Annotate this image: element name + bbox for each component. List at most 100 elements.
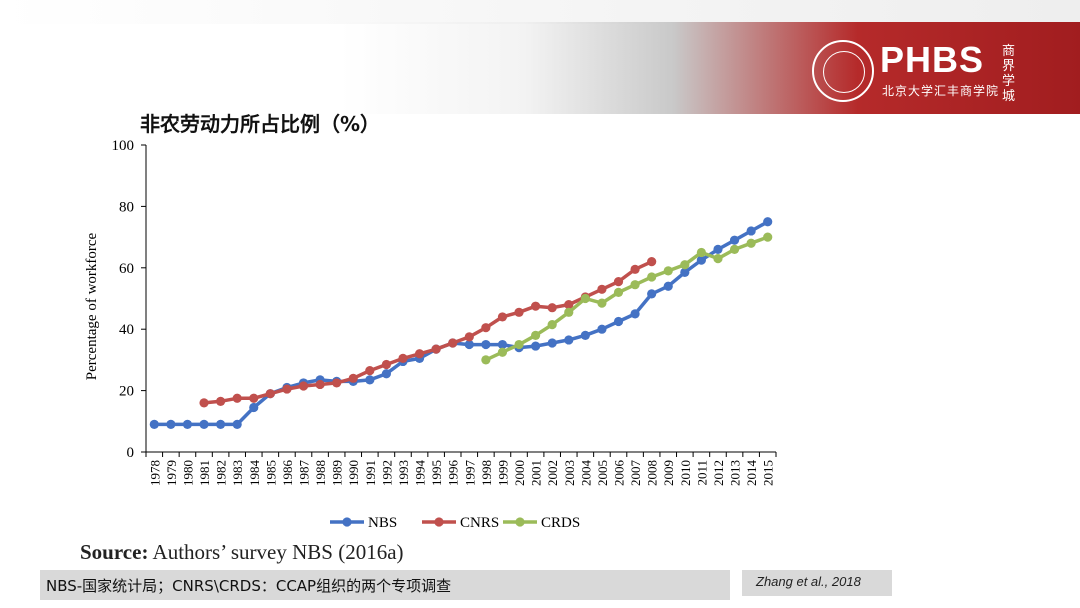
data-point-crds	[746, 238, 756, 248]
data-point-cnrs	[597, 284, 607, 294]
data-point-crds	[663, 266, 673, 276]
x-tick-label: 1996	[446, 460, 461, 487]
data-point-nbs	[216, 419, 226, 429]
data-point-cnrs	[232, 393, 242, 403]
x-tick-label: 2010	[678, 460, 693, 486]
x-tick-label: 1985	[263, 460, 278, 486]
data-point-nbs	[597, 324, 607, 334]
university-seal-icon	[812, 40, 874, 102]
data-point-nbs	[746, 226, 756, 236]
x-tick-label: 1989	[330, 460, 345, 486]
x-tick-label: 2013	[728, 460, 743, 486]
legend-marker-nbs	[342, 517, 352, 527]
data-point-nbs	[613, 316, 624, 327]
data-point-nbs	[680, 267, 690, 278]
data-point-cnrs	[414, 349, 425, 359]
x-tick-label: 1992	[379, 460, 394, 486]
data-point-cnrs	[265, 389, 275, 399]
x-tick-label: 1997	[462, 460, 477, 487]
y-axis-label: Percentage of workforce	[84, 232, 100, 380]
chart-title: 非农劳动力所占比例（%）	[140, 112, 381, 136]
data-point-crds	[514, 339, 524, 350]
data-point-cnrs	[531, 301, 541, 311]
data-point-nbs	[249, 402, 259, 413]
data-point-cnrs	[315, 379, 325, 390]
data-point-crds	[630, 280, 640, 290]
data-point-cnrs	[464, 332, 474, 342]
legend-label-crds: CRDS	[541, 515, 580, 531]
data-point-nbs	[729, 235, 740, 245]
series-line-cnrs	[203, 260, 653, 405]
data-point-nbs	[696, 255, 706, 265]
data-point-nbs	[232, 419, 242, 429]
data-point-crds	[763, 232, 773, 242]
data-point-crds	[564, 307, 574, 317]
data-point-cnrs	[199, 398, 209, 408]
data-point-nbs	[547, 338, 557, 348]
data-point-crds	[497, 347, 508, 357]
data-point-nbs	[481, 339, 491, 350]
y-tick-label: 0	[127, 445, 135, 461]
x-tick-label: 1987	[297, 460, 312, 487]
data-point-nbs	[182, 419, 193, 429]
data-point-nbs	[531, 341, 541, 351]
data-point-crds	[729, 244, 740, 254]
data-point-crds	[696, 247, 706, 258]
x-tick-label: 1986	[280, 460, 295, 487]
header-strip	[0, 0, 1080, 24]
x-tick-label: 1994	[413, 460, 428, 487]
data-point-crds	[713, 253, 723, 264]
y-tick-label: 40	[119, 322, 134, 338]
data-point-cnrs	[481, 323, 491, 333]
source-label: Source:	[80, 540, 149, 564]
data-point-crds	[580, 293, 590, 304]
x-tick-label: 2007	[628, 460, 643, 487]
data-point-nbs	[199, 419, 209, 429]
note-text: NBS-国家统计局；CNRS\CRDS：CCAP组织的两个专项调查	[46, 577, 452, 595]
legend-label-cnrs: CNRS	[460, 515, 499, 531]
x-tick-label: 1988	[313, 460, 328, 486]
data-point-crds	[597, 298, 607, 308]
data-point-crds	[647, 272, 657, 282]
x-tick-label: 2011	[694, 460, 709, 486]
y-tick-label: 60	[119, 261, 134, 277]
x-tick-label: 2015	[761, 460, 776, 486]
data-point-crds	[481, 355, 491, 365]
y-tick-label: 100	[112, 138, 135, 154]
x-tick-label: 2000	[512, 460, 527, 486]
data-point-cnrs	[448, 338, 458, 348]
data-point-cnrs	[249, 393, 259, 403]
citation-text: Zhang et al., 2018	[756, 574, 861, 589]
legend-label-nbs: NBS	[368, 515, 397, 531]
header-banner	[340, 22, 1080, 114]
x-tick-label: 1978	[147, 460, 162, 486]
x-tick-label: 1983	[230, 460, 245, 486]
data-point-nbs	[149, 419, 159, 429]
x-tick-label: 1995	[429, 460, 444, 486]
x-tick-label: 1981	[197, 460, 212, 486]
data-point-nbs	[166, 419, 176, 429]
x-tick-label: 2009	[661, 460, 676, 486]
data-point-nbs	[713, 244, 723, 254]
data-point-nbs	[630, 309, 640, 319]
data-point-cnrs	[547, 303, 557, 313]
data-point-nbs	[381, 369, 391, 379]
y-tick-label: 20	[119, 384, 134, 400]
data-point-cnrs	[497, 312, 508, 322]
data-point-cnrs	[348, 373, 358, 383]
data-point-cnrs	[298, 381, 309, 391]
x-tick-label: 1993	[396, 460, 411, 486]
x-tick-label: 1990	[346, 460, 361, 486]
data-point-cnrs	[647, 257, 657, 267]
x-tick-label: 2014	[744, 460, 759, 487]
data-point-nbs	[464, 339, 474, 350]
x-tick-label: 1979	[164, 460, 179, 486]
data-point-crds	[531, 330, 541, 340]
data-point-nbs	[663, 281, 673, 291]
legend-marker-cnrs	[434, 517, 444, 527]
data-point-cnrs	[332, 378, 342, 388]
logo-subtitle: 北京大学汇丰商学院	[882, 84, 1000, 98]
x-tick-label: 2003	[562, 460, 577, 486]
citation-bar	[742, 570, 892, 596]
